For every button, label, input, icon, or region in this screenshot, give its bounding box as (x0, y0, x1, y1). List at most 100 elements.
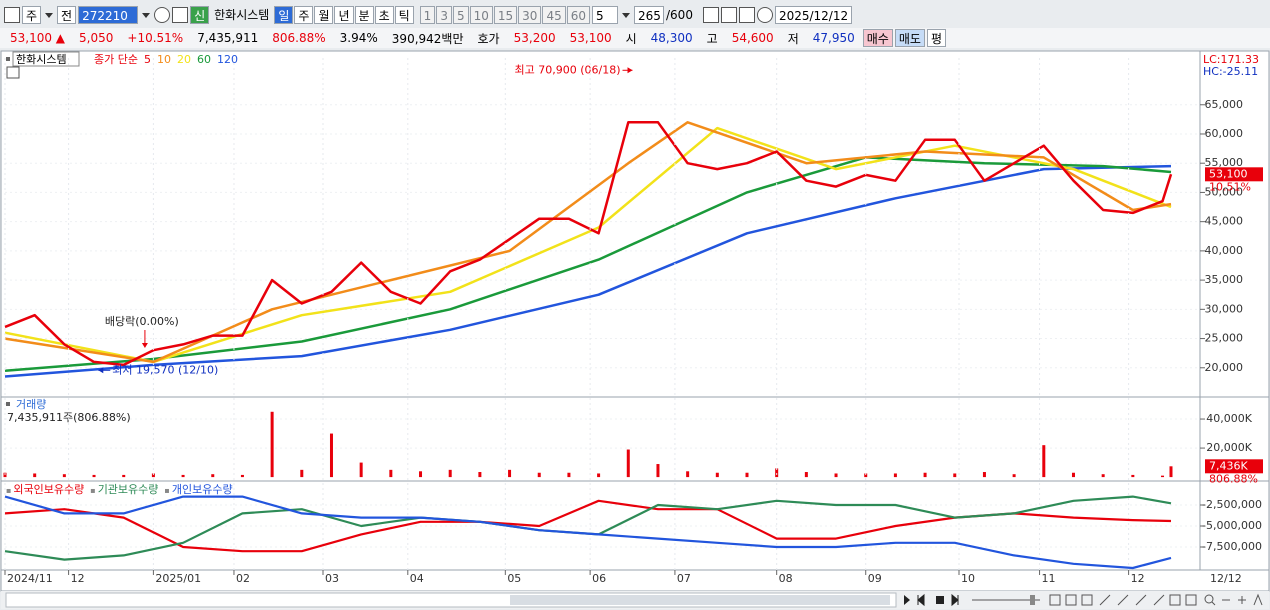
volume-bar (389, 469, 393, 478)
interval-tab[interactable]: 년 (334, 6, 354, 24)
interval-tab[interactable]: 분 (354, 6, 374, 24)
order-button[interactable]: 매수 (862, 29, 893, 47)
volume-bar (745, 472, 749, 478)
volume-bar (181, 474, 185, 478)
y-tick-label: 50,000 (1205, 185, 1244, 198)
x-tick-label: 08 (779, 572, 793, 585)
dropdown-arrow[interactable] (142, 12, 151, 18)
panel-title: 거래량 (16, 398, 46, 411)
quote-bar: 53,100 ▲ 5,050 +10.51% 7,435,911 806.88% 3.94… (0, 28, 1270, 48)
minute-tabs: 1 3 5 10 15 30 45 60 (419, 6, 590, 24)
code-input[interactable]: 272210 (78, 6, 139, 24)
tool-icon[interactable] (720, 7, 737, 23)
order-button[interactable]: 매도 (894, 29, 925, 47)
minute-tab[interactable]: 30 (518, 6, 542, 24)
last-value-label: 53,100 (1209, 167, 1248, 180)
x-tick-label: 12 (71, 572, 85, 585)
series-line (4, 164, 1172, 378)
interval-tab[interactable]: 일 (274, 6, 294, 24)
minute-tab[interactable]: 15 (493, 6, 518, 24)
new-badge[interactable]: 신 (190, 6, 210, 24)
arrow-head (98, 367, 104, 374)
minute-tab[interactable]: 10 (469, 6, 493, 24)
y-tick-label: -7,500,000 (1202, 540, 1262, 553)
y-tick-label: 25,000 (1205, 332, 1244, 345)
chart-frame (0, 50, 1270, 592)
legend-entry: 5 (144, 53, 151, 66)
last-change-label: 10.51% (1209, 180, 1251, 193)
settings-icon[interactable] (756, 7, 773, 23)
y-tick-label: 20,000K (1206, 441, 1252, 454)
x-tick-label: 2025/01 (155, 572, 201, 585)
minute-tab[interactable]: 60 (566, 6, 590, 24)
series-line (4, 121, 1173, 367)
volume-bar (1012, 474, 1016, 478)
last-value-box (1205, 459, 1263, 474)
legend-entry: 기관보유수량 (98, 483, 159, 496)
count-max: /600 (666, 8, 693, 22)
quote-cell: 시 (625, 31, 637, 46)
bottom-icons[interactable] (1049, 593, 1263, 606)
legend-marker: ▪ (90, 486, 95, 495)
panel-subtitle: 7,435,911주(806.88%) (7, 411, 131, 424)
volume-bar (122, 474, 126, 478)
minute-tab[interactable]: 3 (436, 6, 452, 24)
quote-cell: 48,300 (650, 31, 693, 45)
annotation: 최저 19,570 (12/10) (112, 363, 218, 376)
mode-button[interactable]: 전 (57, 6, 77, 24)
volume-bar (211, 474, 215, 478)
interval-tab[interactable]: 주 (294, 6, 314, 24)
y-tick-label: 65,000 (1205, 98, 1244, 111)
period-select[interactable]: 주 (22, 6, 42, 24)
volume-bar (953, 473, 957, 478)
search-icon[interactable] (154, 7, 171, 23)
quote-cell: 7,435,911 (197, 31, 259, 45)
quote-cell: 53,100 ▲ (10, 31, 66, 45)
volume-bar (508, 469, 512, 478)
table-icon[interactable] (6, 66, 20, 79)
arrow-head (627, 67, 633, 74)
playback-controls[interactable] (904, 593, 959, 607)
annotation: 배당락(0.00%) (105, 315, 179, 328)
interval-tab[interactable]: 초 (374, 6, 394, 24)
volume-bar (448, 469, 452, 478)
quote-cell: 53,200 (513, 31, 556, 45)
save-icon[interactable] (738, 7, 755, 23)
x-tick-label: 11 (1042, 572, 1056, 585)
zoom-handle[interactable] (1030, 595, 1035, 605)
legend-marker (6, 402, 10, 406)
sound-icon[interactable] (172, 7, 189, 23)
interval-tab[interactable]: 월 (314, 6, 334, 24)
volume-bar (419, 471, 423, 478)
quote-cell: 호가 (477, 31, 500, 46)
minute-tab[interactable]: 45 (542, 6, 566, 24)
x-tick-label: 03 (325, 572, 339, 585)
count-input[interactable]: 265 (634, 6, 664, 24)
scroll-thumb[interactable] (510, 595, 890, 605)
y-tick-label: 40,000 (1205, 244, 1244, 257)
volume-bar (686, 471, 690, 478)
tool-icon[interactable] (702, 7, 719, 23)
volume-bar (270, 411, 274, 478)
x-tick-label: 05 (507, 572, 521, 585)
volume-bar (329, 433, 333, 478)
quote-cell: +10.51% (127, 31, 184, 45)
stock-name: 한화시스템 (214, 8, 270, 22)
dropdown-arrow[interactable] (45, 12, 54, 18)
minute-tab[interactable]: 1 (419, 6, 436, 24)
volume-bar (1042, 445, 1046, 478)
last-value-box (1205, 167, 1263, 182)
x-tick-label: 2024/11 (7, 572, 53, 585)
date-input[interactable]: 2025/12/12 (774, 6, 853, 24)
minute-tab[interactable]: 5 (452, 6, 469, 24)
quote-cell: 390,942백만 (391, 31, 464, 46)
dropdown-arrow[interactable] (622, 12, 630, 18)
interval-tab[interactable]: 틱 (394, 6, 414, 24)
quote-cell: 47,950 (812, 31, 855, 45)
order-button[interactable]: 평 (926, 29, 946, 47)
layout-icon[interactable] (4, 7, 20, 23)
unit-select[interactable]: 5 (592, 6, 618, 24)
